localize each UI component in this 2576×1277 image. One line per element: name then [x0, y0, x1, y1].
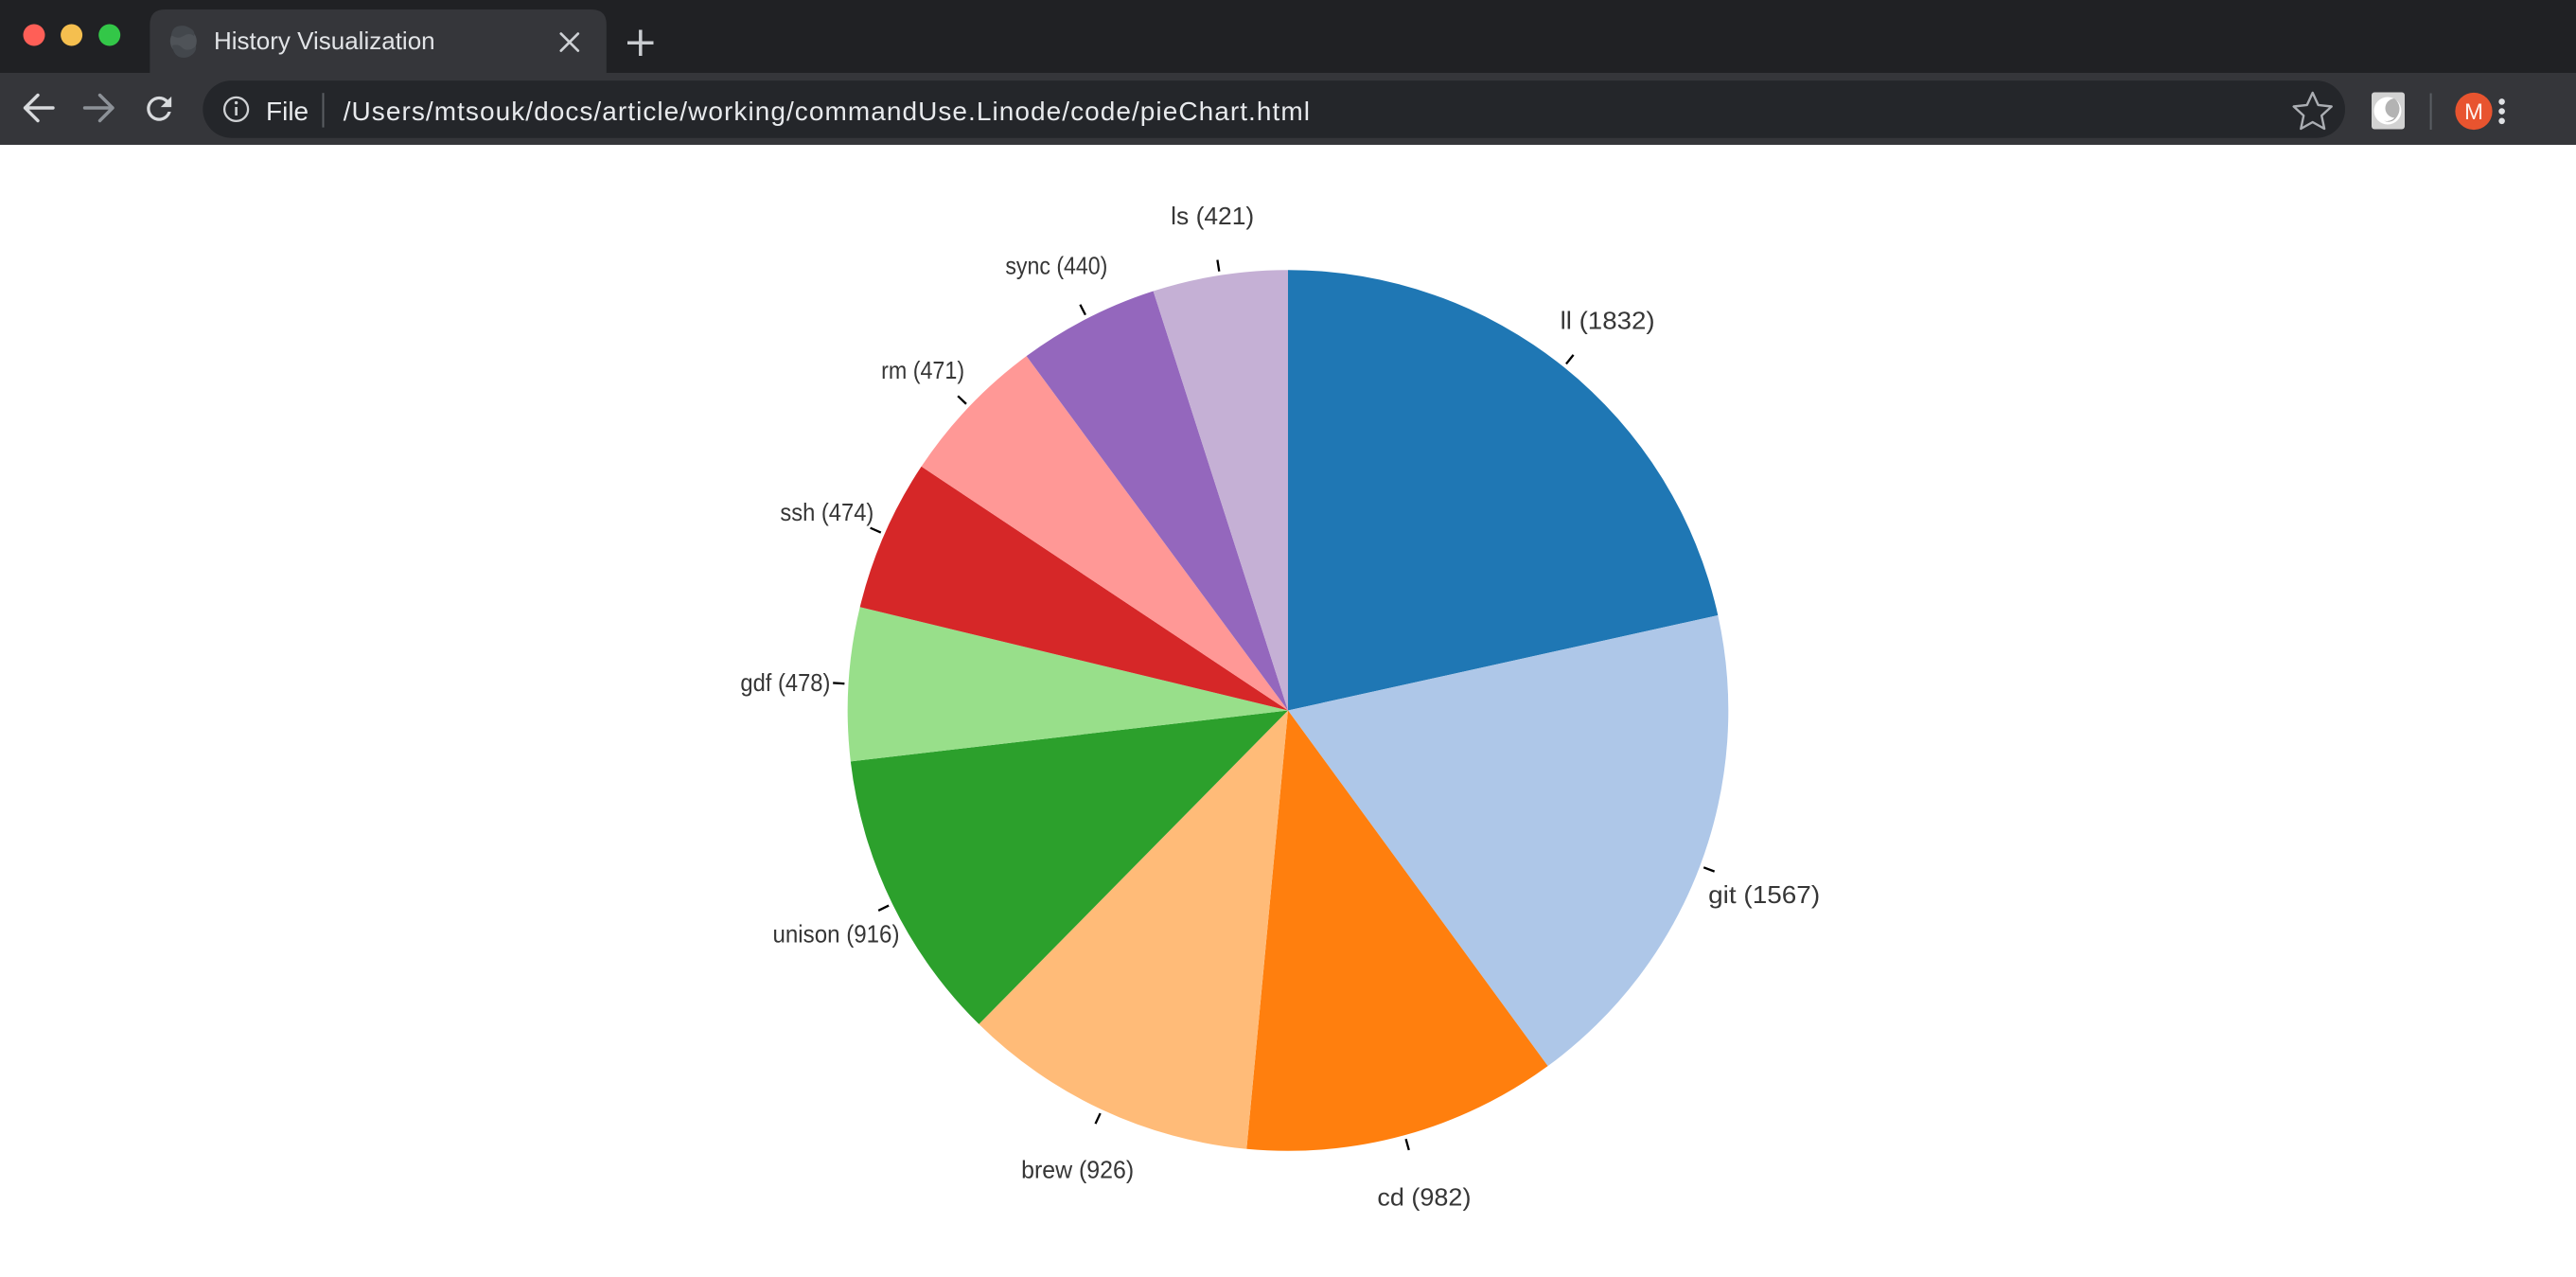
svg-text:sync (440): sync (440) — [1005, 252, 1107, 280]
svg-text:gdf (478): gdf (478) — [740, 668, 830, 697]
svg-text:ll (1832): ll (1832) — [1561, 307, 1655, 335]
svg-text:History Visualization: History Visualization — [214, 27, 435, 55]
svg-text:/Users/mtsouk/docs/article/wor: /Users/mtsouk/docs/article/working/comma… — [344, 97, 1311, 126]
svg-text:ssh (474): ssh (474) — [780, 498, 873, 526]
svg-text:cd (982): cd (982) — [1377, 1182, 1471, 1211]
svg-text:brew (926): brew (926) — [1021, 1156, 1134, 1184]
svg-text:ls (421): ls (421) — [1171, 202, 1254, 230]
svg-text:unison (916): unison (916) — [773, 919, 900, 948]
svg-text:rm (471): rm (471) — [881, 356, 964, 384]
svg-text:M: M — [2464, 99, 2483, 125]
svg-text:File: File — [266, 97, 309, 126]
svg-text:git (1567): git (1567) — [1708, 880, 1820, 909]
